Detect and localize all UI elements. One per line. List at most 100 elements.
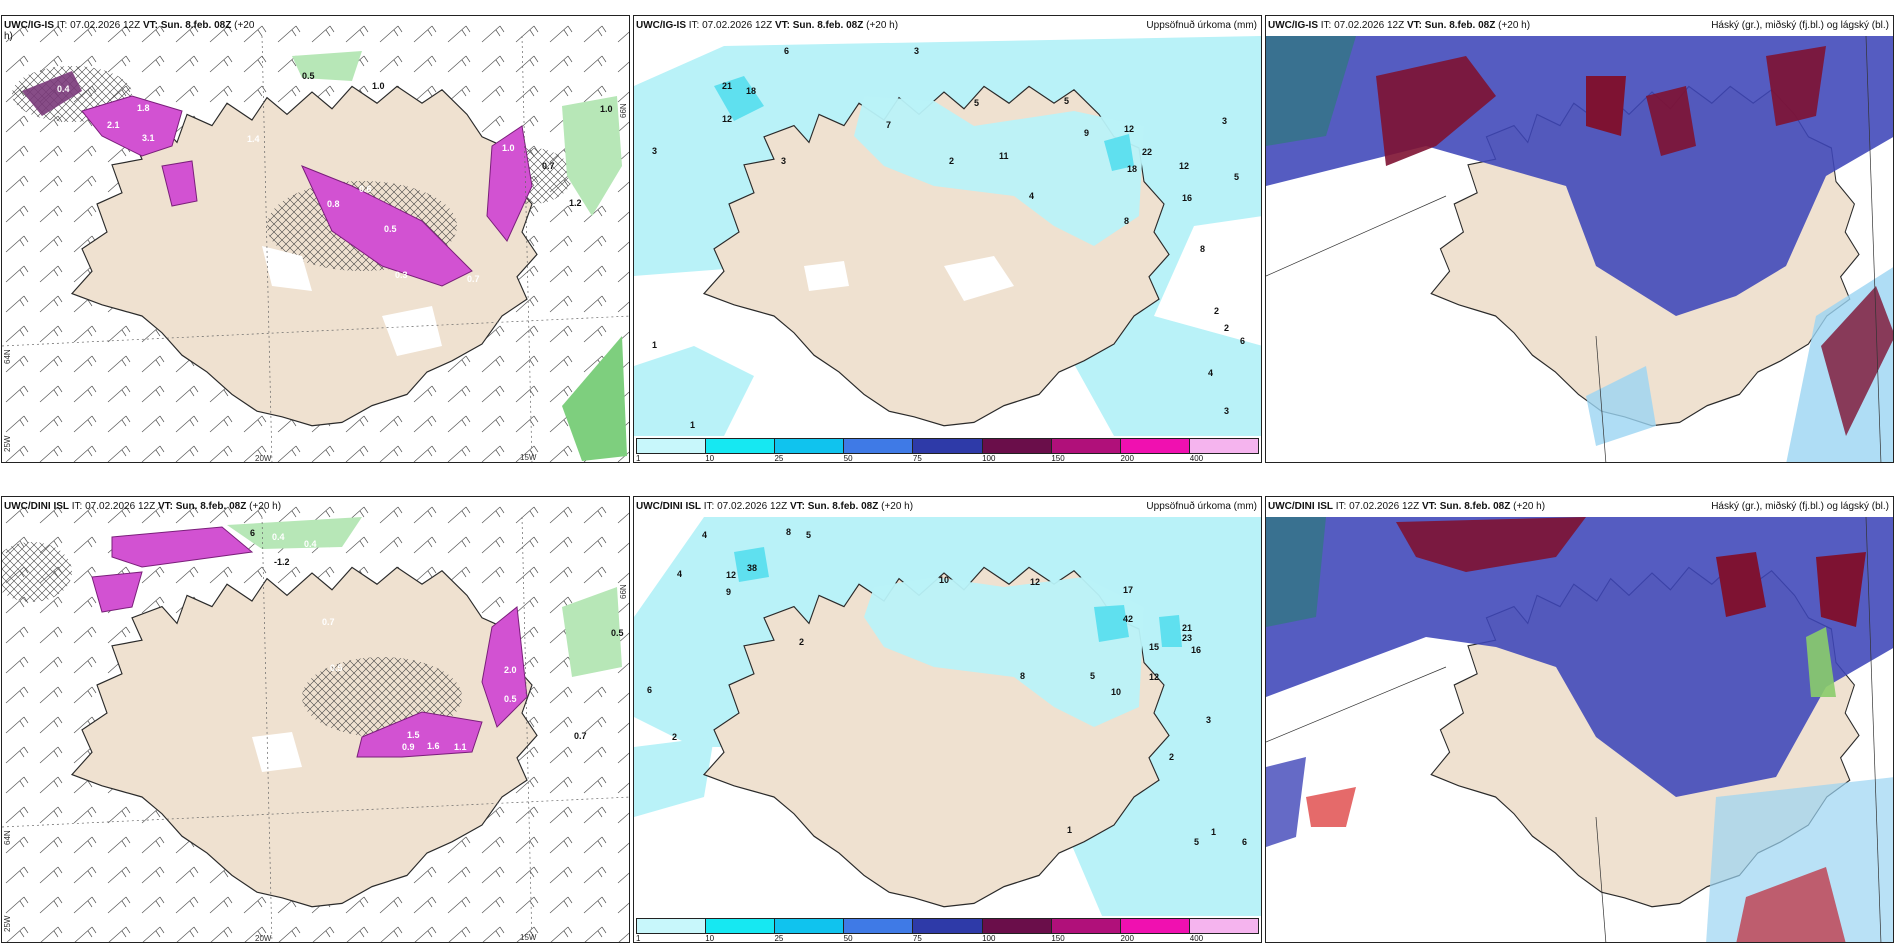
- it-label: IT:: [56, 20, 68, 31]
- legend-swatch: [637, 919, 707, 933]
- value-label: 1.6: [427, 741, 440, 751]
- value-label: 2.0: [504, 665, 517, 675]
- legend-tick-label: 200: [1120, 934, 1134, 943]
- value-label: 3: [652, 146, 658, 156]
- lead-time: (+20 h): [1513, 501, 1546, 512]
- legend-tick-label: 1: [636, 934, 641, 943]
- legend-swatch: [775, 919, 845, 933]
- panel-top-mid: UWC/IG-IS IT: 07.02.2026 12Z VT: Sun. 8.…: [633, 15, 1262, 463]
- value-label: 6: [1240, 336, 1246, 346]
- value-label: 5: [974, 98, 980, 108]
- panel-bottom-right: UWC/DINI ISL IT: 07.02.2026 12Z VT: Sun.…: [1265, 496, 1894, 943]
- panel-header: UWC/IG-IS IT: 07.02.2026 12Z VT: Sun. 8.…: [4, 19, 625, 33]
- lead-time: (+20 h): [866, 20, 899, 31]
- value-label: 9: [726, 587, 732, 597]
- value-label: 0.5: [611, 628, 624, 638]
- it-label: IT:: [1335, 501, 1347, 512]
- init-time: 07.02.2026 12Z: [717, 501, 788, 512]
- legend-swatch: [913, 919, 983, 933]
- model-name: UWC/DINI ISL: [1268, 501, 1333, 512]
- value-label: 0.7: [322, 617, 335, 627]
- legend-tick-label: 1: [636, 454, 641, 463]
- value-label: 2: [1214, 306, 1220, 316]
- vt-label: VT:: [1406, 20, 1422, 31]
- init-time: 07.02.2026 12Z: [85, 501, 156, 512]
- legend-swatch: [913, 439, 983, 453]
- value-label: 5: [806, 530, 812, 540]
- legend-swatch: [775, 439, 845, 453]
- value-label: 2.7: [95, 565, 108, 575]
- it-label: IT:: [1320, 20, 1332, 31]
- value-label: 0.5: [504, 694, 517, 704]
- legend-swatch: [637, 439, 707, 453]
- value-label: -1.2: [274, 557, 290, 567]
- value-label: 12: [726, 570, 737, 580]
- legend-tick-label: 10: [705, 454, 715, 463]
- value-label: 1: [690, 420, 696, 430]
- map-canvas: [2, 497, 629, 942]
- value-label: 5: [1194, 837, 1200, 847]
- value-label: 0.6: [359, 184, 372, 194]
- value-label: 10: [1111, 687, 1122, 697]
- model-name: UWC/DINI ISL: [4, 501, 69, 512]
- legend-swatch: [1189, 919, 1258, 933]
- value-label: 1.2: [569, 198, 582, 208]
- value-label: 42: [1123, 614, 1134, 624]
- panel-top-left: UWC/IG-IS IT: 07.02.2026 12Z VT: Sun. 8.…: [1, 15, 630, 463]
- legend-swatch: [1120, 439, 1190, 453]
- lon-label: 20W: [255, 934, 272, 943]
- it-label: IT:: [71, 501, 83, 512]
- value-label: 18: [1127, 164, 1138, 174]
- valid-time: Sun. 8.feb. 08Z: [1424, 20, 1496, 31]
- model-name: UWC/IG-IS: [1268, 20, 1318, 31]
- precip-legend-bar: [636, 918, 1259, 934]
- model-name: UWC/DINI ISL: [636, 501, 701, 512]
- legend-swatch: [982, 439, 1052, 453]
- legend-tick-label: 10: [705, 934, 715, 943]
- value-label: 22: [1142, 147, 1153, 157]
- valid-time: Sun. 8.feb. 08Z: [807, 501, 879, 512]
- legend-tick-label: 150: [1051, 934, 1065, 943]
- value-label: 8: [786, 527, 792, 537]
- value-label: 5: [1064, 96, 1070, 106]
- value-label: 7: [886, 120, 892, 130]
- legend-swatch: [844, 439, 914, 453]
- lat-label: 64N: [3, 830, 12, 845]
- value-label: 2.1: [107, 120, 120, 130]
- value-label: 5: [1234, 172, 1240, 182]
- value-label: 12: [1030, 577, 1041, 587]
- panel-bottom-left: UWC/DINI ISL IT: 07.02.2026 12Z VT: Sun.…: [1, 496, 630, 943]
- legend-tick-label: 50: [843, 454, 853, 463]
- legend-swatch: [1051, 439, 1121, 453]
- value-label: 0.8: [327, 199, 340, 209]
- legend-swatch: [844, 919, 914, 933]
- legend-tick-label: 25: [774, 934, 784, 943]
- value-label: 4: [1029, 191, 1035, 201]
- legend-tick-label: 400: [1189, 934, 1204, 943]
- legend-swatch: [706, 439, 776, 453]
- legend-tick-label: 75: [912, 934, 922, 943]
- value-label: 3.1: [142, 133, 155, 143]
- it-label: IT:: [688, 20, 700, 31]
- value-label: 0.7: [542, 161, 555, 171]
- lead-time: (+20 h): [881, 501, 914, 512]
- value-label: 4: [677, 569, 683, 579]
- value-label: 10: [939, 575, 950, 585]
- value-label: 2: [949, 156, 955, 166]
- value-label: 23: [1182, 633, 1193, 643]
- map-canvas: [2, 16, 629, 462]
- value-label: 3: [1206, 715, 1212, 725]
- map-canvas: [634, 36, 1261, 436]
- legend-tick-label: 400: [1189, 454, 1204, 463]
- precip-legend: 1 10 25 50 75 100 150 200 400: [634, 436, 1261, 462]
- lon-label: 15W: [520, 453, 537, 462]
- lon-label: 15W: [520, 933, 537, 942]
- lead-time: (+20 h): [1498, 20, 1531, 31]
- valid-time: Sun. 8.feb. 08Z: [1439, 501, 1511, 512]
- map-canvas: [634, 517, 1261, 942]
- vt-label: VT:: [789, 501, 805, 512]
- vt-label: VT:: [142, 20, 158, 31]
- legend-tick-label: 100: [982, 934, 996, 943]
- panel-top-right: UWC/IG-IS IT: 07.02.2026 12Z VT: Sun. 8.…: [1265, 15, 1894, 463]
- legend-swatch: [982, 919, 1052, 933]
